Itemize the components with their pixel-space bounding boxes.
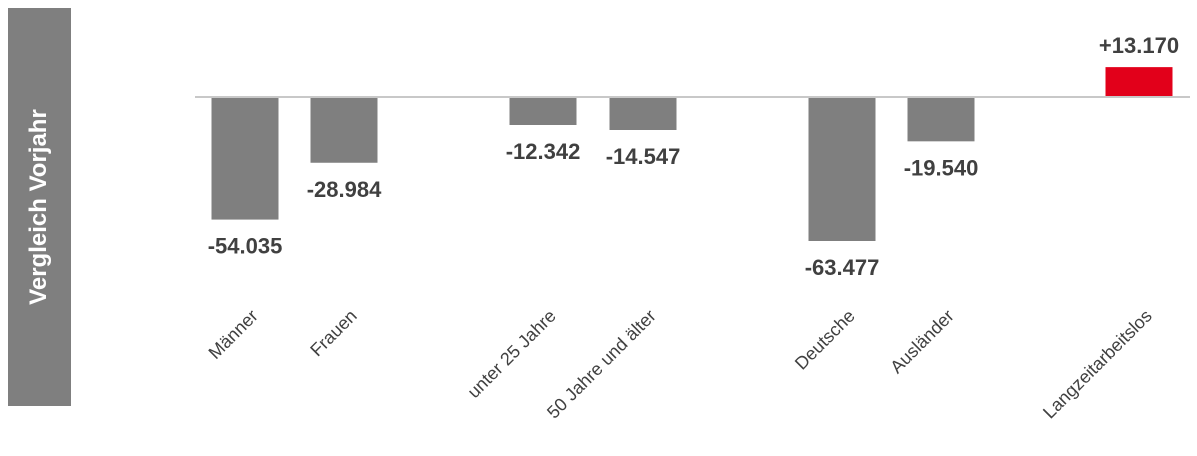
category-label-6: Langzeitarbeitslos — [1039, 306, 1156, 423]
category-label-4: Deutsche — [791, 306, 859, 374]
bar-4 — [808, 97, 876, 241]
value-label-0: -54.035 — [208, 234, 283, 259]
value-label-6: +13.170 — [1099, 33, 1179, 58]
bar-1 — [310, 97, 378, 163]
bar-0 — [211, 97, 279, 220]
value-label-4: -63.477 — [805, 255, 880, 280]
value-label-3: -14.547 — [606, 144, 681, 169]
category-label-0: Männer — [205, 306, 262, 363]
value-label-2: -12.342 — [506, 139, 581, 164]
category-label-5: Ausländer — [886, 306, 957, 377]
bar-3 — [609, 97, 677, 131]
value-label-5: -19.540 — [904, 155, 979, 180]
value-labels-group: -54.035 -28.984 -12.342 -14.547 -63.477 -19.5… — [208, 33, 1179, 280]
bars-group — [211, 67, 1173, 241]
bar-2 — [509, 97, 577, 125]
side-label-box — [8, 8, 71, 406]
category-label-2: unter 25 Jahre — [464, 306, 560, 402]
bar-6 — [1105, 67, 1173, 97]
bar-5 — [907, 97, 975, 142]
category-label-3: 50 Jahre und älter — [543, 306, 660, 423]
value-label-1: -28.984 — [307, 177, 382, 202]
category-label-1: Frauen — [306, 306, 360, 360]
